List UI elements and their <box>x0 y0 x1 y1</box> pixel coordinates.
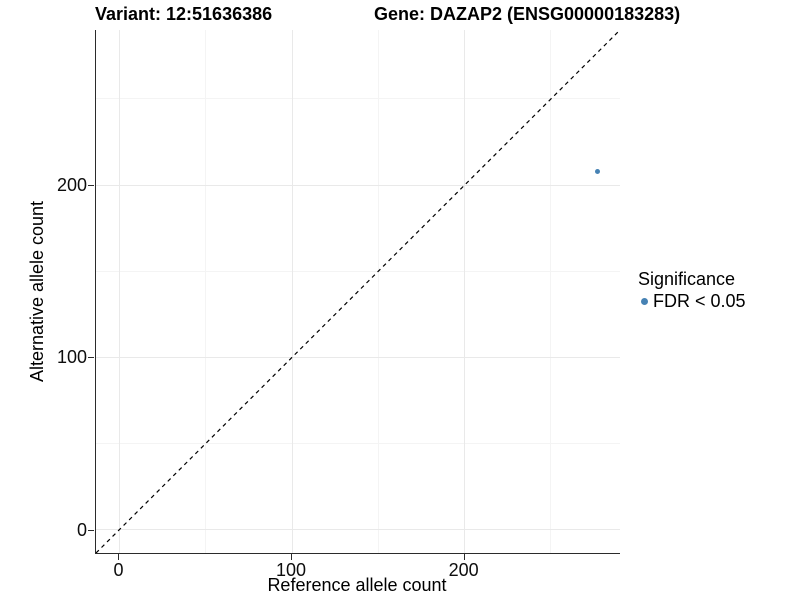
gridline-h <box>96 529 620 531</box>
y-tick-label: 0 <box>76 519 87 540</box>
gridline-v <box>377 30 379 553</box>
y-tick-mark <box>88 529 94 531</box>
legend: Significance FDR < 0.05 <box>638 268 746 312</box>
plot-title-variant: Variant: 12:51636386 <box>95 4 273 24</box>
gridline-h <box>96 184 620 186</box>
gridline-v <box>291 30 293 553</box>
data-point <box>595 168 601 174</box>
gridline-h <box>96 270 620 272</box>
x-tick-label: 0 <box>113 560 124 580</box>
legend-item-label: FDR < 0.05 <box>653 290 746 311</box>
x-tick-mark <box>118 554 120 560</box>
y-axis-title: Alternative allele count <box>16 30 60 553</box>
y-tick-label: 200 <box>56 175 87 196</box>
y-tick-mark <box>88 185 94 187</box>
legend-title: Significance <box>638 269 736 289</box>
y-tick-mark <box>88 357 94 359</box>
gridline-h <box>96 98 620 100</box>
plot-title-gene: Gene: DAZAP2 (ENSG00000183283) <box>374 4 681 24</box>
x-tick-label: 100 <box>276 560 307 580</box>
gridline-v <box>118 30 120 553</box>
y-tick-label: 100 <box>56 347 87 368</box>
gridline-v <box>205 30 207 553</box>
gridline-v <box>550 30 552 553</box>
identity-reference-line <box>96 30 620 553</box>
gridline-h <box>96 442 620 444</box>
gridline-v <box>464 30 466 553</box>
gridline-h <box>96 356 620 358</box>
legend-item: FDR < 0.05 <box>638 290 746 312</box>
x-tick-mark <box>463 554 465 560</box>
legend-point-icon <box>641 297 648 305</box>
x-tick-mark <box>291 554 293 560</box>
x-tick-label: 200 <box>448 560 479 580</box>
x-axis-title: Reference allele count <box>267 575 447 595</box>
plot-panel <box>95 30 620 554</box>
